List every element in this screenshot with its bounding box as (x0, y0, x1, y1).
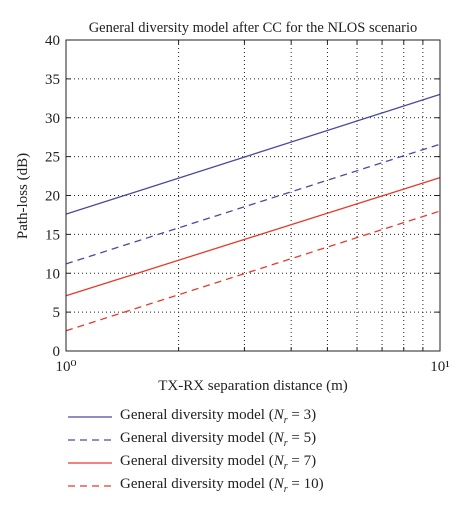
legend-label: General diversity model (Nr = 5) (120, 430, 317, 449)
series-line (65, 143, 441, 265)
legend-item: General diversity model (Nr = 7) (68, 451, 468, 474)
legend: General diversity model (Nr = 3) General … (68, 405, 468, 497)
legend-swatch (68, 438, 112, 441)
legend-label: General diversity model (Nr = 7) (120, 453, 317, 472)
y-tick-label: 40 (45, 33, 60, 49)
y-tick-label: 15 (45, 227, 60, 243)
x-axis-label: TX-RX separation distance (m) (158, 378, 348, 394)
y-axis-label: Path-loss (dB) (15, 153, 31, 239)
x-tick-label: 10⁰ (55, 359, 76, 375)
series-lines (65, 93, 441, 332)
y-tick-label: 20 (45, 189, 60, 205)
y-tick-label: 35 (45, 72, 60, 88)
x-axis: 10⁰ 10¹ (55, 40, 450, 375)
y-tick-label: 0 (53, 344, 61, 360)
legend-item: General diversity model (Nr = 5) (68, 428, 468, 451)
y-axis: 0 5 10 15 20 25 30 35 40 (45, 33, 440, 360)
y-tick-label: 30 (45, 111, 60, 127)
series-line (65, 93, 441, 215)
legend-swatch (68, 415, 112, 418)
legend-label: General diversity model (Nr = 10) (120, 476, 324, 495)
series-line (65, 176, 441, 297)
y-tick-label: 25 (45, 150, 60, 166)
legend-swatch (68, 484, 112, 487)
series-line (65, 210, 441, 332)
y-tick-label: 10 (45, 266, 60, 282)
y-tick-label: 5 (53, 305, 61, 321)
legend-swatch (68, 461, 112, 464)
x-tick-label: 10¹ (430, 359, 450, 375)
legend-item: General diversity model (Nr = 3) (68, 405, 468, 428)
legend-item: General diversity model (Nr = 10) (68, 474, 468, 497)
chart-title: General diversity model after CC for the… (89, 20, 418, 36)
legend-label: General diversity model (Nr = 3) (120, 407, 317, 426)
